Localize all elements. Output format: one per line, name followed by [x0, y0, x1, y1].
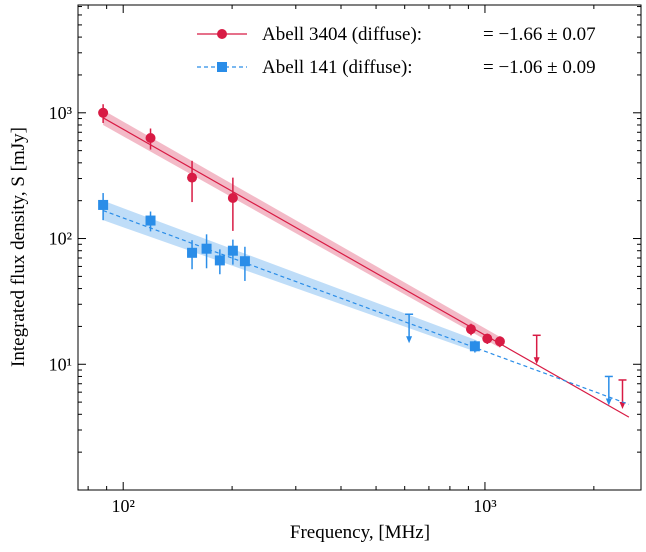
x-tick-label: 10² [111, 496, 134, 516]
upper-limit-arrow [533, 357, 540, 365]
legend-label: Abell 141 (diffuse): [262, 57, 413, 78]
upper-limit-arrow [406, 336, 413, 344]
fit-band [103, 110, 500, 348]
point [227, 193, 238, 204]
point [145, 133, 156, 144]
plot-frame [77, 4, 642, 491]
y-tick-label: 10¹ [49, 354, 72, 374]
x-axis-label: Frequency, [MHz] [290, 522, 430, 543]
point [214, 255, 225, 266]
legend-marker [217, 62, 227, 72]
point [239, 256, 250, 267]
point [469, 341, 480, 352]
point [187, 247, 198, 258]
point [482, 333, 493, 344]
point [98, 107, 109, 118]
point [145, 215, 156, 226]
x-tick-label: 10³ [473, 496, 497, 516]
fit-line [102, 117, 630, 418]
fit-line [102, 209, 630, 405]
upper-limit-arrow [619, 401, 626, 409]
point [187, 172, 198, 183]
point [494, 336, 505, 347]
fit-band [103, 200, 477, 353]
legend-marker [217, 29, 227, 39]
point [98, 199, 109, 210]
upper-limit-arrow [605, 398, 612, 406]
y-tick-label: 10² [49, 229, 72, 249]
point [465, 324, 476, 335]
legend-fit: = −1.66 ± 0.07 [483, 24, 596, 45]
legend-label: Abell 3404 (diffuse): [262, 24, 422, 45]
point [201, 243, 212, 254]
legend-fit: = −1.06 ± 0.09 [483, 57, 596, 78]
y-axis-label: Integrated flux density, S [mJy] [8, 127, 29, 367]
y-tick-label: 10³ [49, 103, 73, 123]
point [227, 245, 238, 256]
